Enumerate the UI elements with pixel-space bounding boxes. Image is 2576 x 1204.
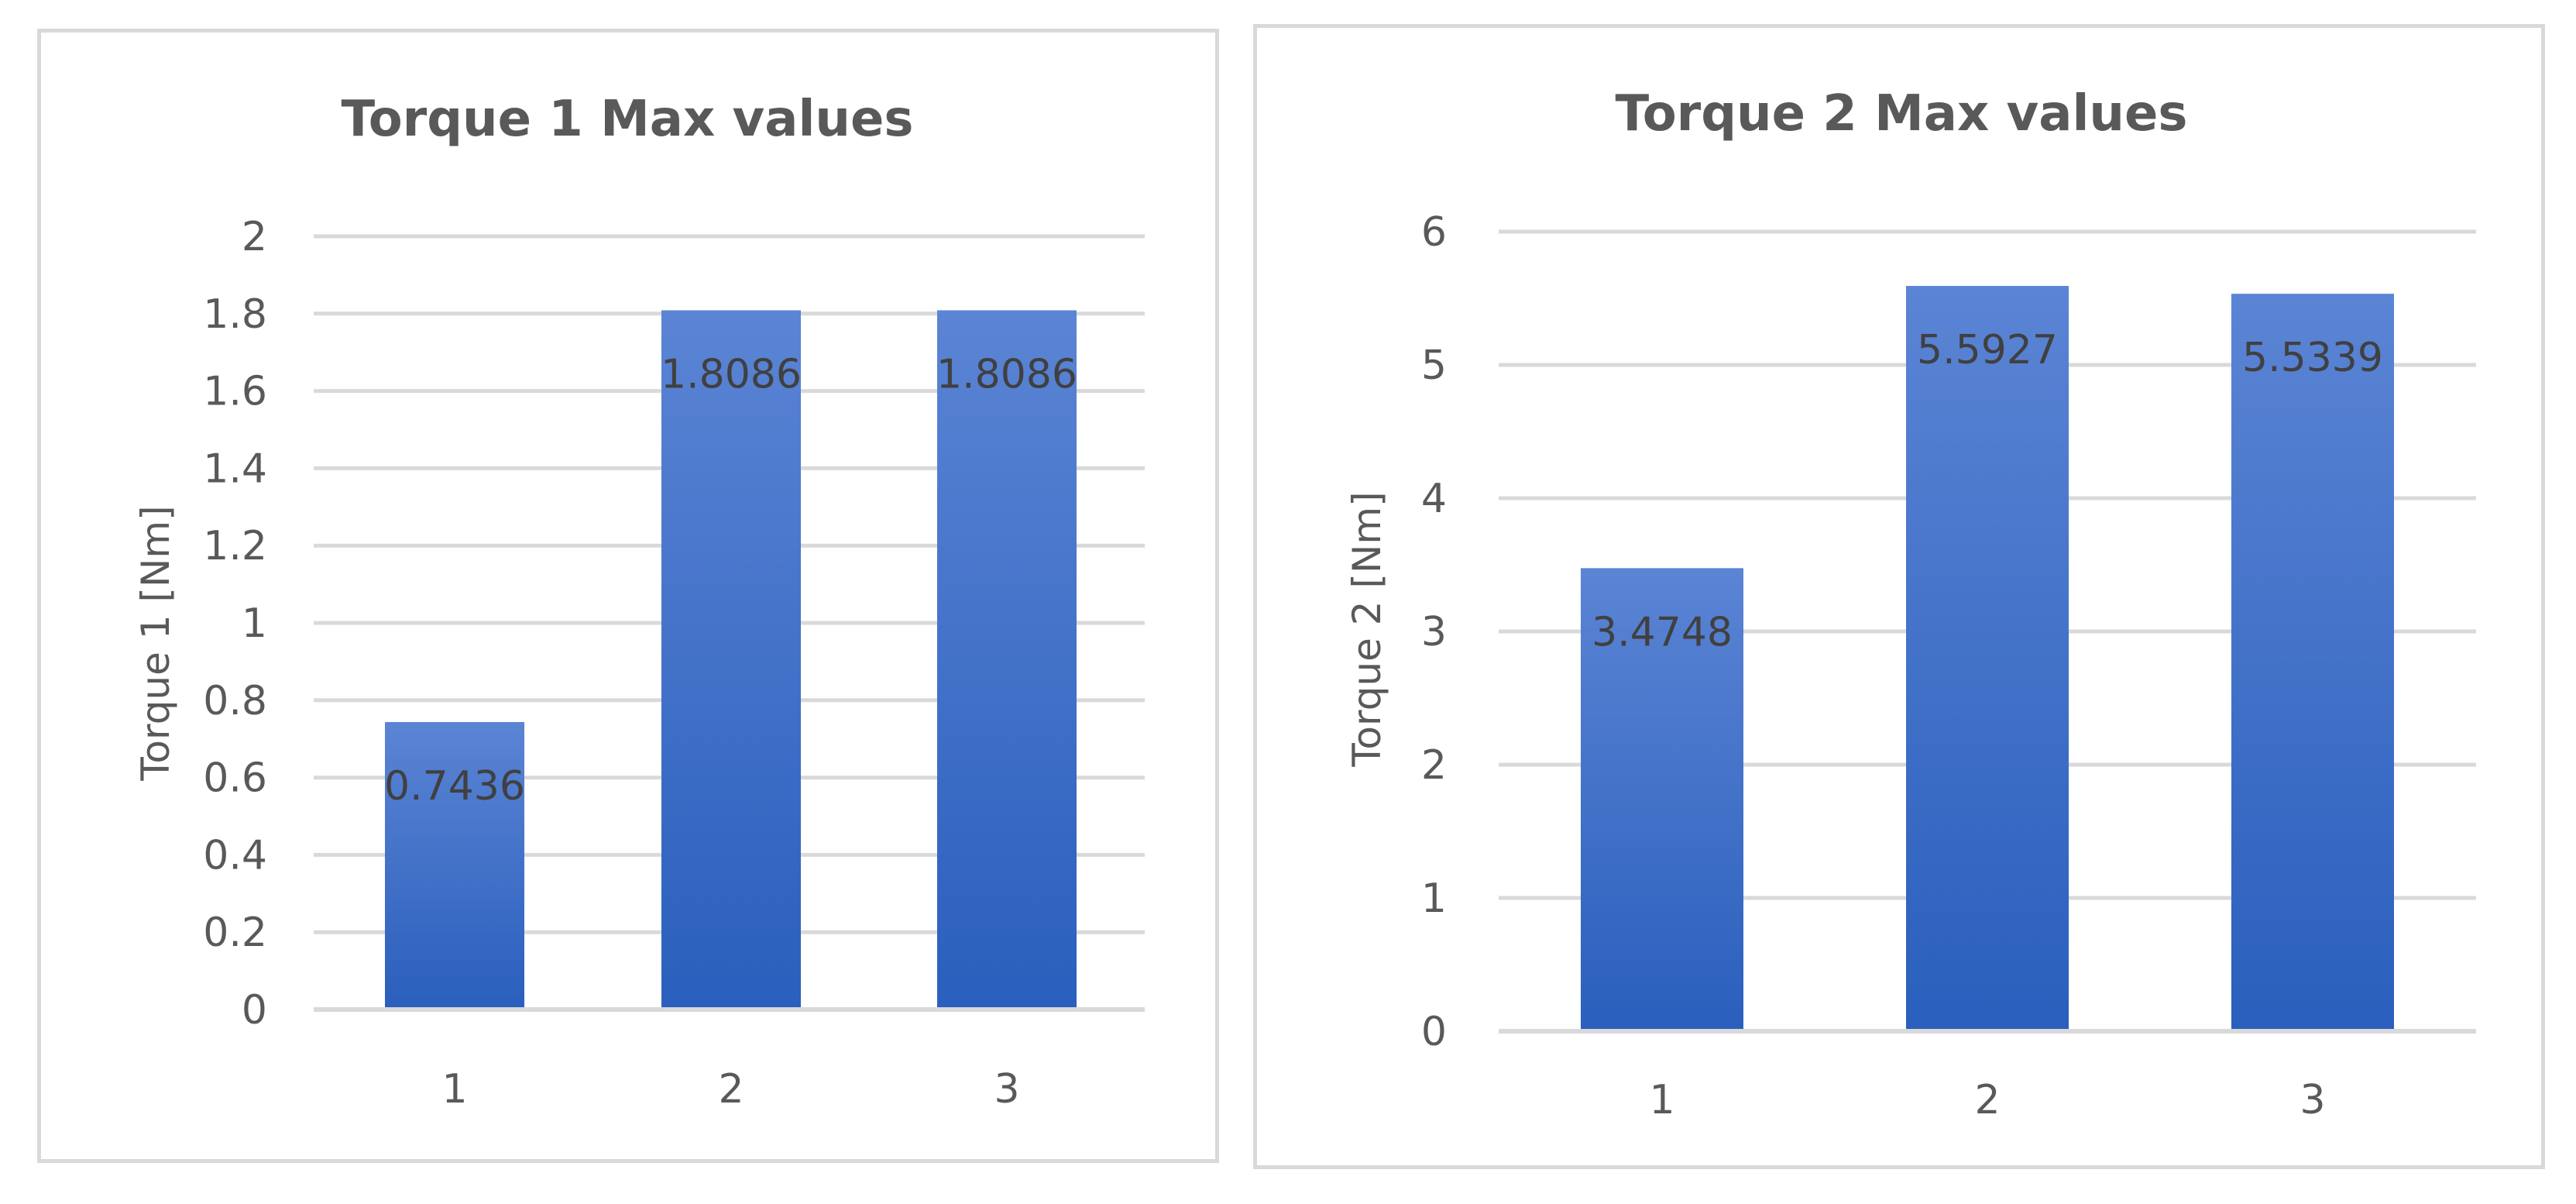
chart-1-y-tick-label: 2 (242, 214, 267, 260)
chart-1-data-label: 1.8086 (936, 352, 1077, 398)
chart-1-x-tick-label: 2 (718, 1066, 744, 1113)
chart-1-y-tick-label: 1.4 (203, 445, 267, 492)
chart-2-y-tick-label: 4 (1421, 476, 1447, 522)
chart-2-y-tick-label: 2 (1421, 742, 1447, 789)
chart-1-data-label: 0.7436 (384, 763, 525, 810)
chart-1-title: Torque 1 Max values (342, 91, 914, 148)
chart-1-data-label: 1.8086 (661, 352, 802, 398)
chart-1-y-tick-label: 0.8 (203, 678, 267, 724)
chart-2-plot: 0 1 2 3 4 5 6 3.4748 1 5.5927 2 5.5339 3 (1421, 209, 2476, 1123)
chart-1-y-tick-label: 1.6 (203, 369, 267, 415)
chart-1-y-tick-label: 0.4 (203, 832, 267, 879)
chart-1-bar-3 (937, 310, 1077, 1010)
chart-2-y-tick-label: 3 (1421, 609, 1447, 655)
chart-1-bar-2 (661, 310, 801, 1010)
chart-2-x-tick-label: 3 (2300, 1077, 2325, 1123)
chart-2-y-tick-label: 1 (1421, 875, 1447, 922)
chart-1-y-tick-label: 0.6 (203, 755, 267, 802)
chart-2-title: Torque 2 Max values (1616, 85, 2188, 143)
chart-1-bar-1 (385, 721, 524, 1010)
chart-2-data-label: 5.5339 (2242, 335, 2383, 381)
chart-1-y-axis-title: Torque 1 [Nm] (133, 505, 178, 781)
chart-2-bar-2 (1906, 286, 2069, 1031)
chart-1-plot: 0 0.2 0.4 0.6 0.8 1 1.2 1.4 1.6 1.8 2 0.7436 1 1.8086… (203, 214, 1145, 1113)
chart-1-y-tick-label: 0.2 (203, 910, 267, 956)
chart-1-y-tick-label: 1.2 (203, 523, 267, 569)
chart-2-y-axis-title: Torque 2 [Nm] (1345, 491, 1389, 767)
chart-2-y-tick-label: 0 (1421, 1009, 1447, 1055)
chart-1-y-tick-label: 1 (242, 600, 267, 647)
chart-1-x-tick-label: 1 (441, 1066, 467, 1113)
chart-2-x-tick-label: 1 (1649, 1077, 1674, 1123)
chart-2-data-label: 3.4748 (1592, 609, 1733, 655)
chart-2-y-tick-label: 5 (1421, 342, 1447, 389)
chart-2-bar-1 (1581, 568, 1743, 1031)
chart-2-x-tick-label: 2 (1974, 1077, 2000, 1123)
chart-1-y-tick-label: 0 (242, 987, 267, 1034)
chart-1-y-tick-label: 1.8 (203, 291, 267, 338)
chart-2-bar-3 (2231, 294, 2394, 1031)
chart-2-y-tick-label: 6 (1421, 209, 1447, 256)
chart-2-data-label: 5.5927 (1917, 327, 2058, 373)
chart-1-x-tick-label: 3 (994, 1066, 1019, 1113)
